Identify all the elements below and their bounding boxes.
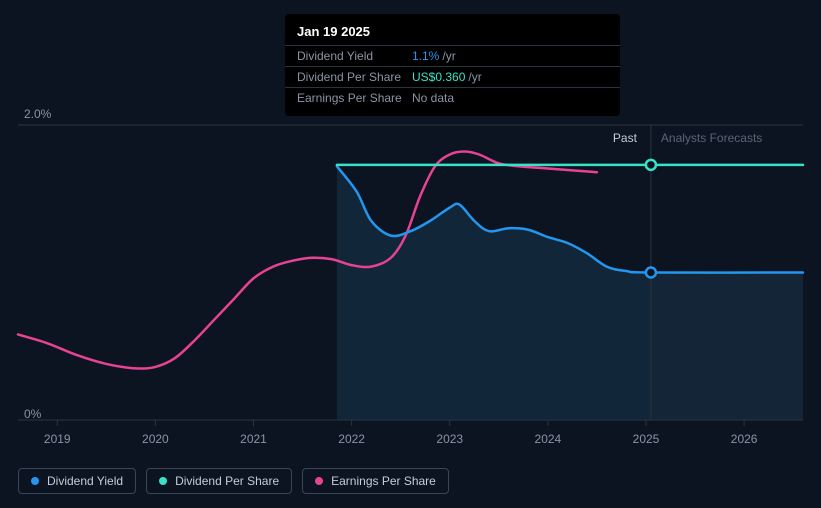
legend-item-earnings-per-share[interactable]: Earnings Per Share	[302, 468, 449, 494]
tooltip-date: Jan 19 2025	[285, 22, 620, 46]
legend-dot-icon	[31, 477, 39, 485]
tooltip-label: Dividend Yield	[297, 49, 412, 63]
tooltip-label: Dividend Per Share	[297, 70, 412, 84]
x-axis-tick-label: 2019	[44, 432, 71, 446]
legend-dot-icon	[159, 477, 167, 485]
tooltip-row: Earnings Per Share No data	[285, 88, 620, 108]
x-axis-tick-label: 2025	[633, 432, 660, 446]
tooltip-value: US$0.360/yr	[412, 70, 482, 84]
tooltip-row: Dividend Yield 1.1%/yr	[285, 46, 620, 67]
chart-legend: Dividend Yield Dividend Per Share Earnin…	[18, 468, 449, 494]
legend-item-dividend-yield[interactable]: Dividend Yield	[18, 468, 136, 494]
legend-item-dividend-per-share[interactable]: Dividend Per Share	[146, 468, 292, 494]
legend-label: Dividend Yield	[47, 474, 123, 488]
x-axis-tick-label: 2022	[338, 432, 365, 446]
tooltip-label: Earnings Per Share	[297, 91, 412, 105]
x-axis-tick-label: 2020	[142, 432, 169, 446]
legend-dot-icon	[315, 477, 323, 485]
x-axis-tick-label: 2023	[436, 432, 463, 446]
tooltip-row: Dividend Per Share US$0.360/yr	[285, 67, 620, 88]
chart-tooltip: Jan 19 2025 Dividend Yield 1.1%/yr Divid…	[285, 14, 620, 116]
legend-label: Dividend Per Share	[175, 474, 279, 488]
x-axis-tick-label: 2021	[240, 432, 267, 446]
tooltip-value: 1.1%/yr	[412, 49, 456, 63]
x-axis-tick-label: 2026	[731, 432, 758, 446]
tooltip-value: No data	[412, 91, 454, 105]
legend-label: Earnings Per Share	[331, 474, 436, 488]
x-axis-tick-label: 2024	[535, 432, 562, 446]
